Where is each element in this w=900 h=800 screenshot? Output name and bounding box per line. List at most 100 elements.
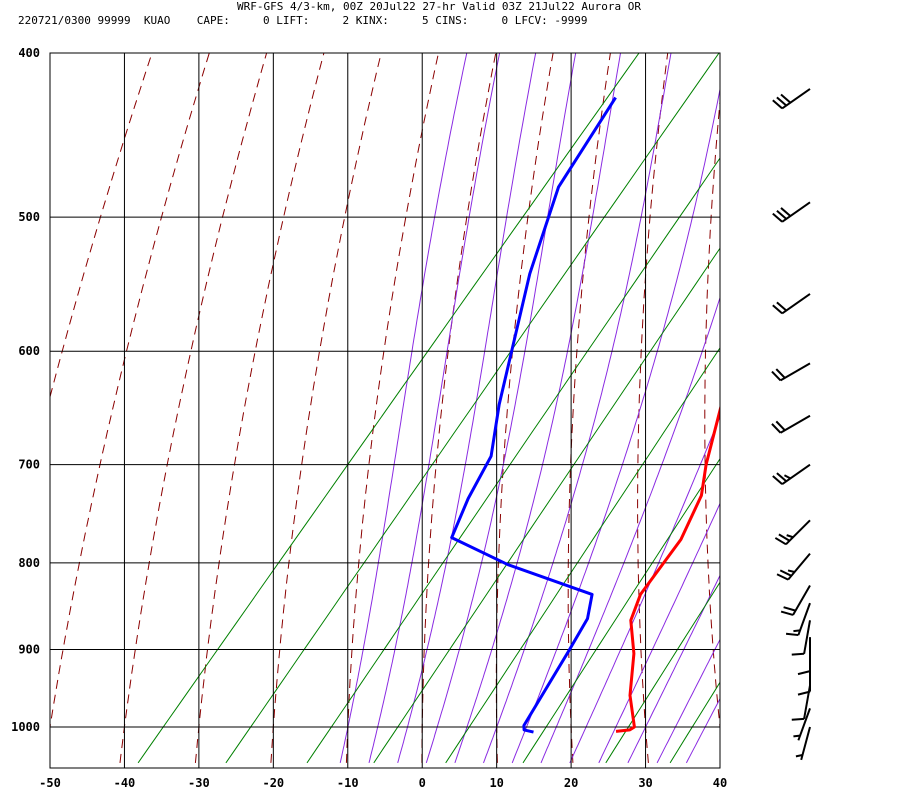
barb-feather — [791, 717, 805, 721]
barb-feather — [778, 533, 791, 542]
mixing-ratio-line — [445, 347, 720, 764]
barb-feather — [772, 212, 783, 223]
wind-barb — [772, 293, 811, 315]
profiles — [450, 96, 720, 734]
moist-adiabat — [656, 638, 720, 764]
barb-staff — [781, 201, 811, 223]
barb-staff — [780, 362, 811, 382]
dry-adiabat — [50, 53, 153, 399]
y-tick-label: 800 — [18, 556, 40, 570]
dry-adiabat — [894, 15, 900, 763]
barb-staff — [785, 519, 811, 546]
barb-feather — [797, 670, 811, 676]
mixing-ratio-line — [137, 53, 640, 764]
wind-barb — [795, 726, 811, 761]
moist-adiabat — [598, 502, 720, 764]
mixing-ratio-line — [522, 457, 720, 764]
y-tick-label: 1000 — [11, 720, 40, 734]
moist-adiabat — [483, 53, 672, 764]
wind-barb — [771, 414, 811, 434]
dry-adiabat — [704, 97, 720, 732]
wind-barb — [772, 201, 811, 223]
dry-adiabat — [637, 53, 669, 763]
tick-labels: -50 -40 -30 -20 -10 0 10 20 30 40 400 500 600 700 800 9… — [11, 46, 727, 790]
dry-adiabat — [770, 15, 800, 763]
mixing-ratio-line — [605, 581, 720, 764]
moist-adiabat — [511, 86, 720, 764]
barb-staff — [781, 463, 811, 485]
barb-staff — [792, 584, 811, 616]
barb-staff — [800, 726, 811, 761]
wind-barb — [780, 584, 811, 616]
dry-adiabat — [421, 53, 497, 763]
dry-adiabat — [567, 53, 611, 763]
background-lines — [50, 15, 900, 764]
barb-feather — [787, 569, 795, 573]
moist-adiabat — [339, 53, 468, 764]
wind-barb — [772, 463, 811, 485]
barb-staff — [803, 620, 811, 654]
wind-barb — [772, 88, 811, 110]
barb-feather — [775, 420, 786, 431]
chart-title: WRF-GFS 4/3-km, 00Z 20Jul22 27-hr Valid … — [237, 0, 641, 13]
x-tick-label: 30 — [638, 776, 652, 790]
dry-adiabat — [50, 53, 210, 731]
barb-feather — [771, 370, 782, 382]
moist-adiabat — [454, 53, 622, 764]
barb-feather — [783, 474, 791, 480]
wind-barb — [774, 519, 811, 546]
dry-adiabat — [270, 53, 382, 763]
barb-feather — [771, 423, 782, 434]
y-tick-label: 700 — [18, 458, 40, 472]
dry-adiabat — [833, 15, 875, 763]
barb-feather — [780, 93, 791, 104]
grid — [49, 52, 721, 768]
barb-feather — [776, 472, 787, 483]
wind-barbs — [771, 88, 811, 761]
wind-barb — [797, 637, 811, 676]
moist-adiabat — [685, 697, 720, 764]
barb-staff — [797, 602, 811, 636]
barb-feather — [793, 734, 801, 738]
barb-feather — [772, 304, 783, 315]
mixing-ratio-line — [306, 157, 720, 764]
barb-feather — [774, 537, 787, 546]
barb-feather — [791, 652, 805, 656]
dry-adiabat — [495, 53, 554, 763]
y-tick-label: 400 — [18, 46, 40, 60]
x-tick-label: 0 — [419, 776, 426, 790]
barb-staff — [787, 552, 811, 581]
barb-staff — [780, 414, 811, 434]
wind-barb — [785, 602, 811, 637]
x-tick-label: -40 — [114, 776, 136, 790]
moist-adiabat — [540, 296, 720, 764]
moist-adiabat — [397, 53, 537, 764]
barb-feather — [776, 96, 787, 107]
barb-staff — [803, 685, 811, 720]
wind-barb — [771, 362, 811, 382]
x-tick-label: -30 — [188, 776, 210, 790]
barb-feather — [780, 610, 794, 616]
wind-barb — [791, 685, 811, 721]
dry-adiabat — [194, 53, 325, 763]
barb-feather — [780, 207, 791, 217]
barb-feather — [776, 301, 787, 312]
dewpoint-profile — [450, 96, 617, 734]
barb-feather — [776, 573, 789, 581]
y-tick-label: 500 — [18, 210, 40, 224]
barb-feather — [772, 475, 783, 485]
x-tick-label: 20 — [564, 776, 578, 790]
plot-frame — [49, 52, 721, 769]
x-tick-label: -10 — [337, 776, 359, 790]
x-tick-label: 10 — [489, 776, 503, 790]
moist-adiabat — [425, 53, 577, 764]
barb-feather — [795, 754, 803, 758]
wind-barb — [793, 708, 811, 741]
barb-feather — [779, 569, 792, 577]
barb-feather — [772, 99, 783, 110]
barb-staff — [797, 708, 811, 741]
dry-adiabat — [345, 53, 440, 763]
moist-adiabat — [627, 574, 720, 764]
y-tick-label: 600 — [18, 344, 40, 358]
